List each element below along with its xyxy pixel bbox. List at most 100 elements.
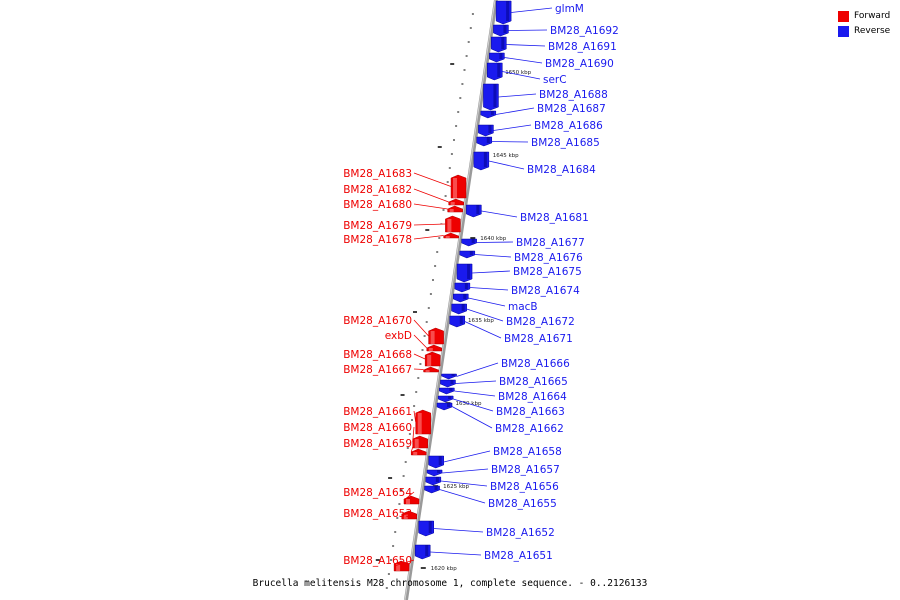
gene-leader-line	[413, 319, 429, 337]
gene-label-bm28-a1663[interactable]: BM28_A1663	[496, 406, 565, 418]
gene-arrow-shade	[438, 456, 442, 465]
gene-label-bm28-a1677[interactable]: BM28_A1677	[516, 237, 585, 249]
gene-arrow-shade	[459, 316, 463, 324]
gene-leader-line	[511, 7, 553, 13]
gene-leader-line	[474, 254, 512, 258]
gene-label-macb[interactable]: macB	[508, 301, 538, 313]
gene-label-bm28-a1682[interactable]: BM28_A1682	[343, 184, 412, 196]
gene-leader-line	[455, 380, 497, 384]
gene-arrow-shine	[413, 452, 418, 455]
gene-arrow-shine	[449, 209, 454, 212]
gene-label-bm28-a1657[interactable]: BM28_A1657	[491, 464, 560, 476]
scale-tick-label: 1620 kbp	[431, 566, 457, 572]
gene-label-bm28-a1667[interactable]: BM28_A1667	[343, 364, 412, 376]
gene-features	[393, 0, 512, 572]
gene-leader-line	[498, 93, 537, 98]
gene-label-bm28-a1660[interactable]: BM28_A1660	[343, 422, 412, 434]
gene-label-serc[interactable]: serC	[543, 74, 567, 86]
gene-label-bm28-a1665[interactable]: BM28_A1665	[499, 376, 568, 388]
gene-label-bm28-a1668[interactable]: BM28_A1668	[343, 349, 412, 361]
gene-leader-line	[466, 308, 504, 322]
gene-arrow-shade	[464, 283, 468, 289]
legend-label-forward: Forward	[854, 11, 891, 21]
gene-arrow-shade	[448, 396, 452, 399]
gene-leader-line	[504, 57, 543, 64]
gene-arrow-shade	[451, 374, 455, 376]
gene-leader-line	[481, 210, 518, 218]
reverse-swatch-icon	[838, 26, 849, 37]
gene-arrow-shade	[437, 470, 441, 473]
gene-label-bm28-a1688[interactable]: BM28_A1688	[539, 89, 608, 101]
gene-arrow-shade	[425, 545, 429, 556]
gene-label-bm28-a1685[interactable]: BM28_A1685	[531, 137, 600, 149]
gene-label-bm28-a1654[interactable]: BM28_A1654	[343, 487, 412, 499]
scale-tick-label: 1635 kbp	[468, 318, 494, 324]
gene-label-bm28-a1692[interactable]: BM28_A1692	[550, 25, 619, 37]
gene-label-bm28-a1676[interactable]: BM28_A1676	[514, 252, 583, 264]
gene-leader-line	[502, 71, 541, 80]
gene-label-bm28-a1681[interactable]: BM28_A1681	[520, 212, 589, 224]
gene-label-bm28-a1691[interactable]: BM28_A1691	[548, 41, 617, 53]
gene-leader-line	[413, 410, 417, 423]
scale-tick-label: 1650 kbp	[505, 70, 531, 76]
gene-label-bm28-a1687[interactable]: BM28_A1687	[537, 103, 606, 115]
gene-arrow-shade	[428, 521, 432, 533]
gene-leader-line	[413, 203, 448, 210]
gene-arrow-shade	[450, 380, 454, 384]
gene-label-bm28-a1651[interactable]: BM28_A1651	[484, 550, 553, 562]
gene-arrow-shine	[403, 514, 408, 519]
gene-label-bm28-a1652[interactable]: BM28_A1652	[486, 527, 555, 539]
gene-leader-line	[488, 160, 525, 170]
gene-leader-line	[413, 172, 452, 187]
chromosome-backbone	[404, 0, 498, 600]
gene-label-bm28-a1686[interactable]: BM28_A1686	[534, 120, 603, 132]
gene-leader-line	[403, 491, 415, 501]
gene-label-bm28-a1655[interactable]: BM28_A1655	[488, 498, 557, 510]
gene-label-bm28-a1690[interactable]: BM28_A1690	[545, 58, 614, 70]
gene-label-bm28-a1656[interactable]: BM28_A1656	[490, 481, 559, 493]
gene-arrow-shine	[428, 348, 433, 351]
gene-arrow-shade	[471, 239, 475, 243]
gene-label-bm28-a1678[interactable]: BM28_A1678	[343, 234, 412, 246]
gene-label-bm28-a1672[interactable]: BM28_A1672	[506, 316, 575, 328]
gene-arrow-shade	[493, 84, 497, 107]
gene-leader-line	[454, 390, 496, 397]
gene-arrow-shade	[506, 1, 510, 21]
gene-arrow-shine	[430, 331, 435, 344]
gene-arrow-shade	[503, 25, 507, 33]
gene-arrow-shine	[427, 355, 432, 366]
gene-arrow-shade	[499, 53, 503, 59]
gene-label-bm28-a1675[interactable]: BM28_A1675	[513, 266, 582, 278]
legend-label-reverse: Reverse	[854, 26, 891, 36]
gene-label-bm28-a1670[interactable]: BM28_A1670	[343, 315, 412, 327]
gene-leader-line	[491, 141, 529, 143]
gene-label-bm28-a1680[interactable]: BM28_A1680	[343, 199, 412, 211]
gene-leader-line	[451, 406, 493, 429]
gene-label-bm28-a1662[interactable]: BM28_A1662	[495, 423, 564, 435]
gene-label-bm28-a1661[interactable]: BM28_A1661	[343, 406, 412, 418]
gene-label-bm28-a1666[interactable]: BM28_A1666	[501, 358, 570, 370]
gene-arrow-shade	[463, 294, 467, 299]
legend-item-reverse[interactable]: Reverse	[838, 24, 890, 39]
gene-arrow-shine	[445, 236, 450, 238]
scale-tick-label: 1645 kbp	[493, 153, 519, 159]
gene-label-bm28-a1683[interactable]: BM28_A1683	[343, 168, 412, 180]
gene-label-bm28-a1674[interactable]: BM28_A1674	[511, 285, 580, 297]
gene-leader-line	[410, 442, 415, 453]
gene-leader-line	[476, 241, 514, 243]
gene-label-glmm[interactable]: glmM	[555, 3, 584, 15]
gene-label-bm28-a1653[interactable]: BM28_A1653	[343, 508, 412, 520]
chromosome-backbone-highlight	[404, 0, 496, 600]
gene-label-bm28-a1679[interactable]: BM28_A1679	[343, 220, 412, 232]
gene-label-bm28-a1650[interactable]: BM28_A1650	[343, 555, 412, 567]
gene-label-bm28-a1664[interactable]: BM28_A1664	[498, 391, 567, 403]
gene-label-exbd[interactable]: exbD	[385, 330, 412, 342]
gene-label-bm28-a1659[interactable]: BM28_A1659	[343, 438, 412, 450]
gene-leader-line	[453, 398, 494, 412]
gene-label-bm28-a1658[interactable]: BM28_A1658	[493, 446, 562, 458]
gene-label-bm28-a1671[interactable]: BM28_A1671	[504, 333, 573, 345]
legend-item-forward[interactable]: Forward	[838, 9, 890, 24]
gene-leader-line	[413, 223, 446, 226]
gene-label-bm28-a1684[interactable]: BM28_A1684	[527, 164, 596, 176]
gene-arrow-shade	[476, 205, 480, 214]
